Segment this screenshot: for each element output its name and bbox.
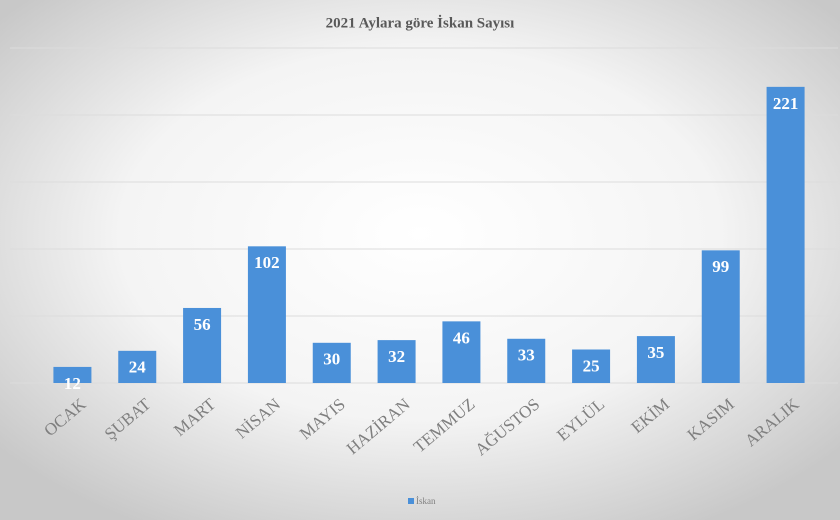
bar bbox=[377, 340, 416, 383]
legend-swatch bbox=[408, 498, 414, 504]
bar bbox=[572, 349, 611, 383]
legend-label: İskan bbox=[416, 496, 436, 506]
data-label: 24 bbox=[129, 358, 147, 377]
bar bbox=[442, 321, 481, 383]
data-label: 35 bbox=[647, 343, 664, 362]
chart-title: 2021 Aylara göre İskan Sayısı bbox=[326, 14, 515, 31]
bar bbox=[507, 338, 546, 383]
data-label: 12 bbox=[64, 374, 81, 393]
bar bbox=[247, 246, 286, 383]
data-label: 30 bbox=[323, 350, 340, 369]
data-label: 25 bbox=[583, 356, 600, 375]
bar bbox=[183, 307, 222, 383]
bar bbox=[636, 336, 675, 383]
bar bbox=[53, 366, 92, 383]
data-label: 32 bbox=[388, 347, 405, 366]
bar bbox=[701, 250, 740, 383]
data-label: 221 bbox=[773, 94, 799, 113]
bar bbox=[118, 350, 157, 383]
bar bbox=[312, 342, 351, 383]
data-label: 102 bbox=[254, 253, 280, 272]
data-label: 33 bbox=[518, 346, 535, 365]
bar bbox=[766, 86, 805, 384]
data-label: 46 bbox=[453, 328, 470, 347]
data-label: 56 bbox=[194, 315, 211, 334]
data-label: 99 bbox=[712, 257, 729, 276]
